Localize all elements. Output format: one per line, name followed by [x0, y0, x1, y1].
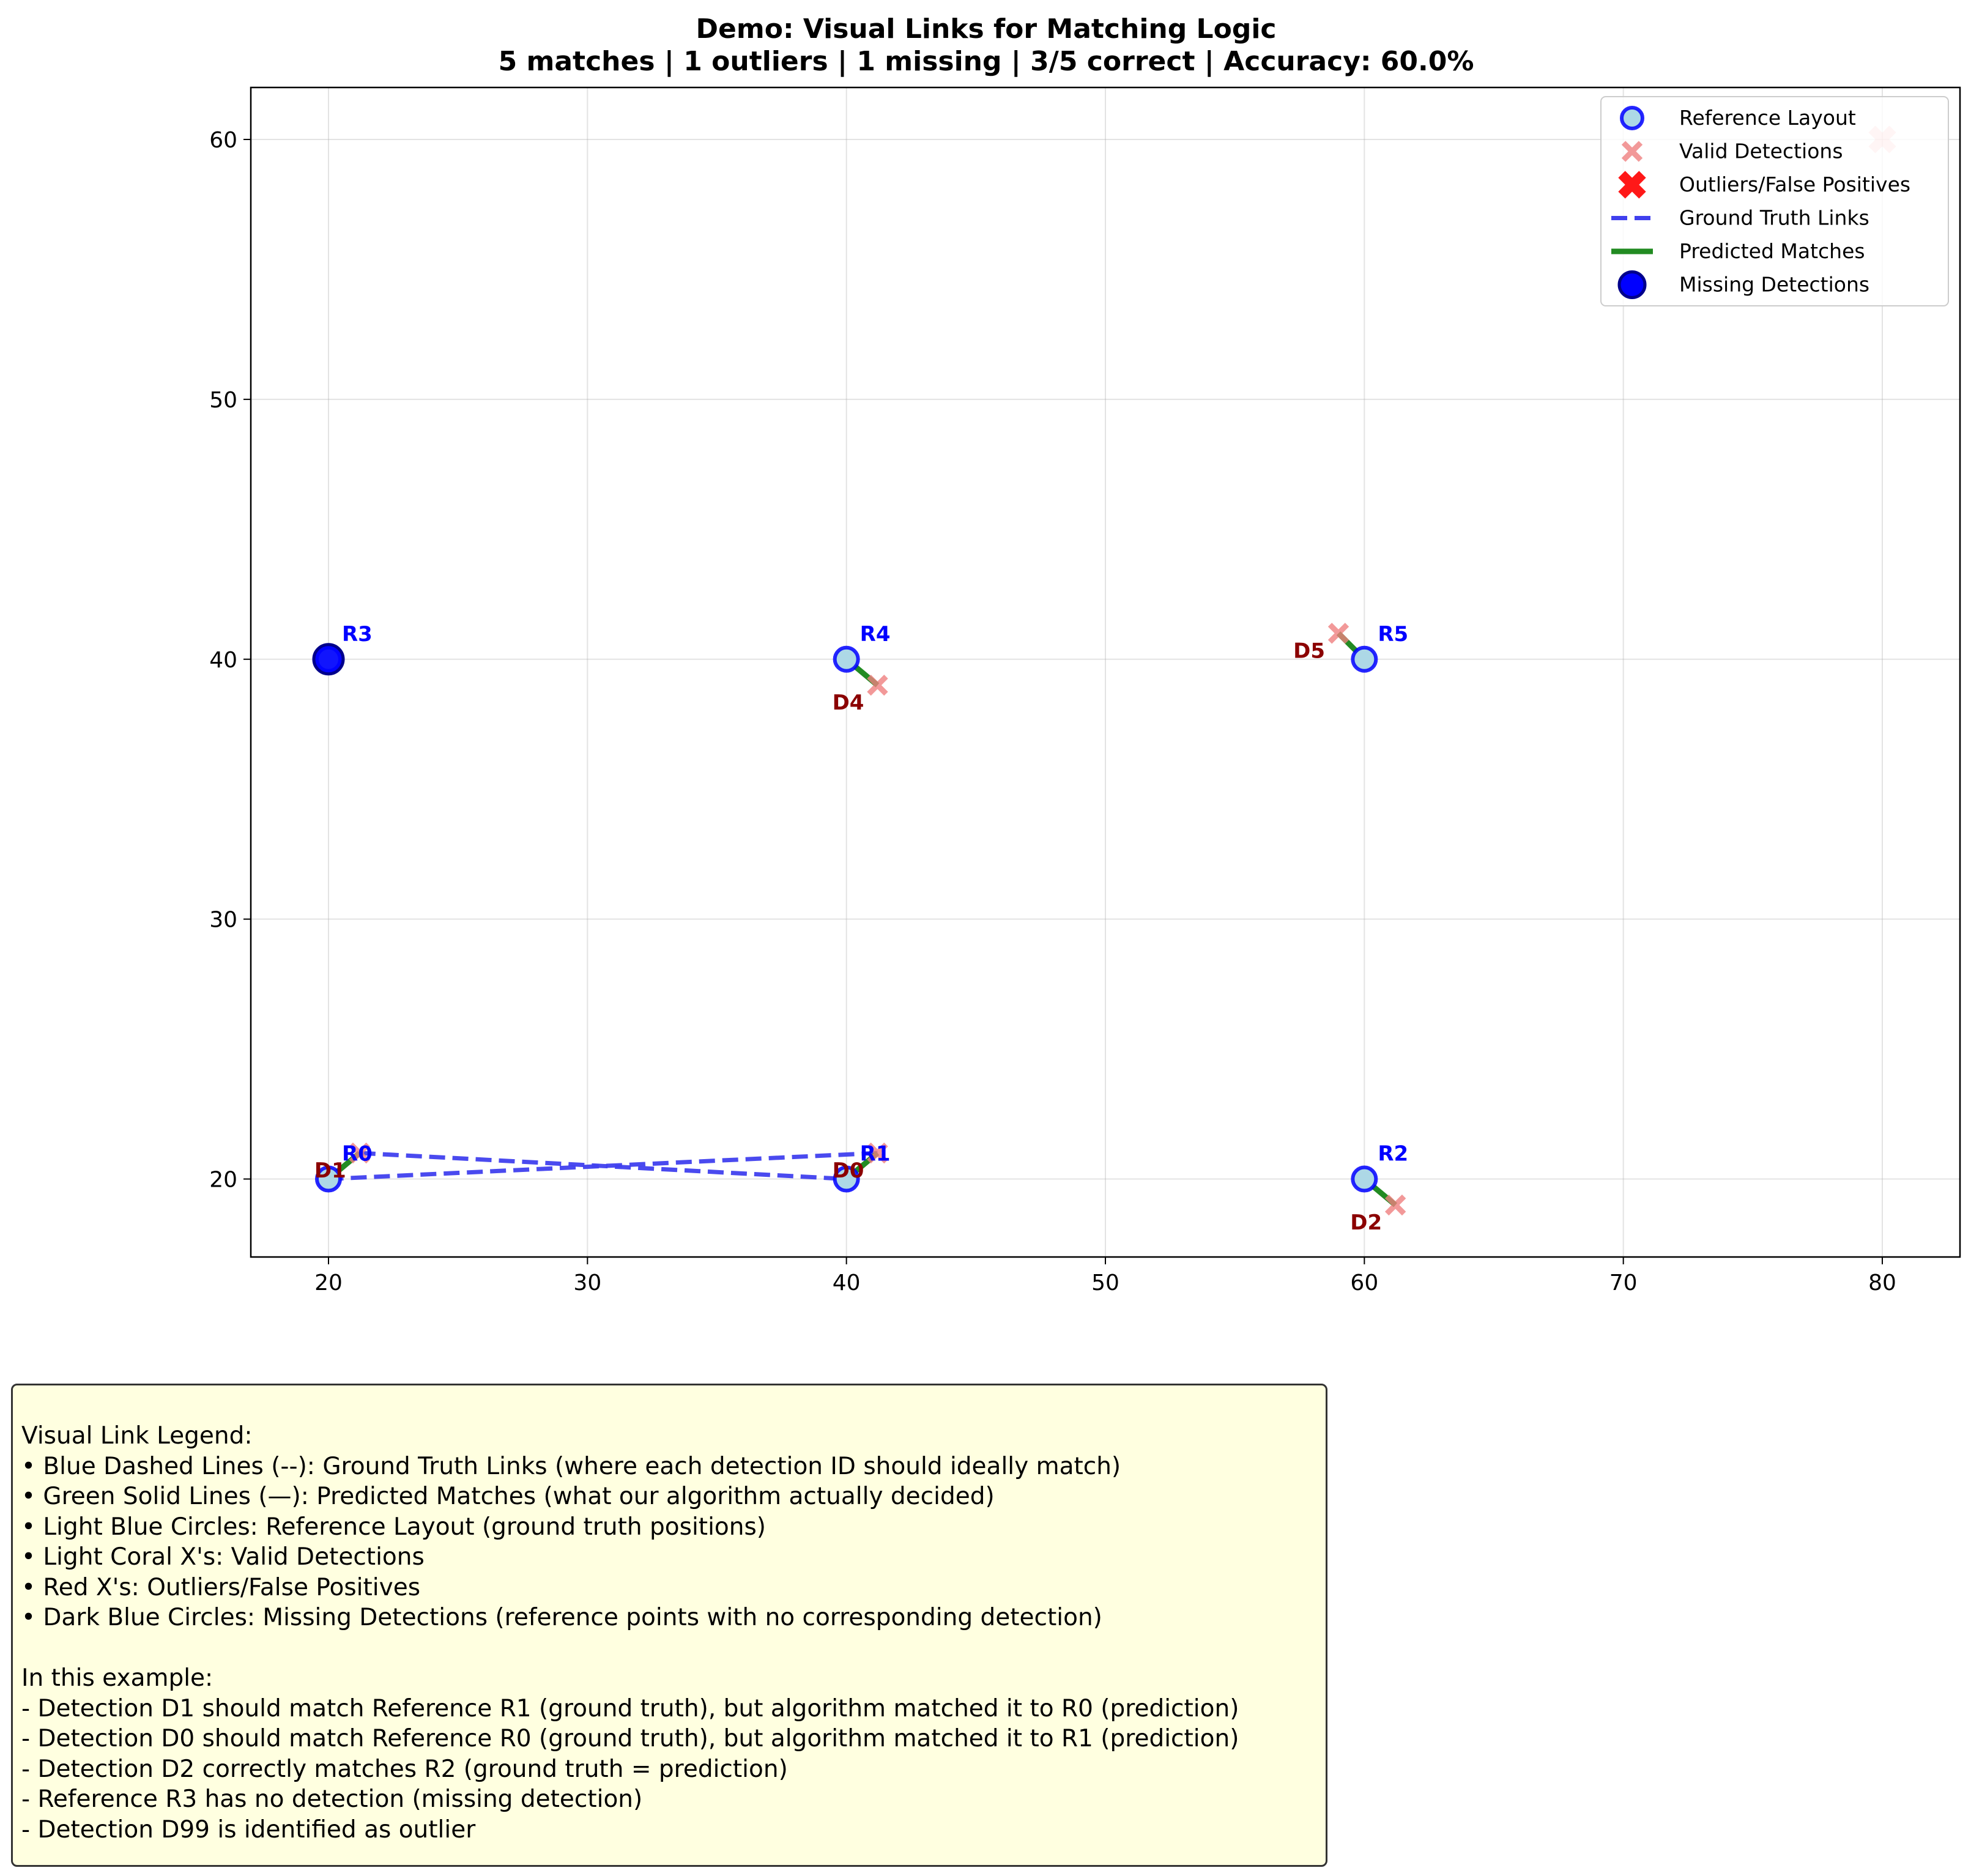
- notes-item: • Green Solid Lines (—): Predicted Match…: [21, 1483, 995, 1510]
- legend-outlier-symbol-stroke: [1618, 171, 1646, 199]
- notes-example: - Reference R3 has no detection (missing…: [21, 1785, 643, 1813]
- reference-point: [833, 1165, 860, 1193]
- legend-box: [1600, 96, 1949, 306]
- notes-item: • Dark Blue Circles: Missing Detections …: [21, 1604, 1102, 1631]
- detection-label: D5: [1293, 639, 1325, 663]
- notes-item: • Light Coral X's: Valid Detections: [21, 1543, 425, 1571]
- legend: Reference Layout Valid Detections Outliers…: [1600, 96, 1949, 306]
- valid-detection-stroke: [349, 1142, 370, 1164]
- y-tick-label: 40: [209, 648, 237, 673]
- legend-valid-symbol-stroke: [1621, 141, 1643, 162]
- axis-ticks: 20 30 40 50 60 70 80 20 30 40 50 60: [209, 128, 1896, 1296]
- notes-example: - Detection D1 should match Reference R1…: [21, 1694, 1239, 1722]
- valid-detection: [349, 1142, 370, 1164]
- reference-point: [1351, 1165, 1378, 1193]
- y-tick-label: 60: [209, 128, 237, 153]
- valid-detection-stroke: [867, 675, 888, 696]
- ground-truth-links: [328, 1151, 878, 1182]
- notes-example: - Detection D2 correctly matches R2 (gro…: [21, 1755, 788, 1783]
- y-tick-label: 30: [209, 908, 237, 933]
- reference-label: R0: [342, 1142, 373, 1166]
- chart-title: Demo: Visual Links for Matching Logic: [696, 13, 1277, 45]
- valid-detection-stroke: [867, 1142, 888, 1164]
- y-tick-label: 20: [209, 1168, 237, 1193]
- missing-detections: [312, 643, 345, 676]
- reference-point: [1351, 645, 1378, 673]
- notes-example: - Detection D0 should match Reference R0…: [21, 1725, 1239, 1752]
- valid-detection-stroke: [1384, 1194, 1406, 1216]
- detection-label: D4: [833, 691, 864, 715]
- valid-detections: [349, 623, 1406, 1216]
- x-tick-label: 80: [1868, 1270, 1896, 1296]
- valid-detection: [867, 1142, 888, 1164]
- reference-label: R4: [860, 622, 891, 647]
- notes-example-heading: In this example:: [21, 1664, 213, 1692]
- reference-point: [833, 645, 860, 673]
- x-tick-label: 40: [833, 1270, 861, 1296]
- valid-detection-stroke: [1327, 623, 1349, 644]
- valid-detection: [1384, 1194, 1406, 1216]
- valid-detection: [1327, 623, 1349, 644]
- x-tick-label: 60: [1350, 1270, 1378, 1296]
- legend-label: Predicted Matches: [1679, 239, 1865, 263]
- detection-label: D1: [314, 1159, 346, 1183]
- x-tick-label: 50: [1091, 1270, 1119, 1296]
- ground-truth-link: [359, 1151, 847, 1182]
- y-tick-label: 50: [209, 388, 237, 413]
- chart: Demo: Visual Links for Matching Logic 5 …: [209, 13, 1961, 1296]
- chart-subtitle: 5 matches | 1 outliers | 1 missing | 3/5…: [499, 46, 1474, 77]
- x-tick-label: 20: [314, 1270, 343, 1296]
- notes-example: - Detection D99 is identified as outlier: [21, 1815, 476, 1844]
- detection-label: D0: [833, 1159, 864, 1183]
- legend-valid-symbol: [1621, 141, 1643, 162]
- legend-outlier-symbol: [1618, 171, 1646, 199]
- legend-label: Outliers/False Positives: [1679, 172, 1910, 196]
- reference-label: R2: [1378, 1142, 1408, 1166]
- reference-label: R3: [342, 622, 373, 647]
- notes-item: • Blue Dashed Lines (--): Ground Truth L…: [21, 1452, 1121, 1480]
- legend-label: Missing Detections: [1679, 273, 1869, 297]
- point-labels: R0 R1 R2 R3 R4 R5 D0 D1 D2 D4 D5: [314, 622, 1408, 1235]
- notes-spacer: [21, 1633, 1317, 1664]
- legend-label: Reference Layout: [1679, 106, 1856, 130]
- legend-missing-symbol: [1617, 270, 1647, 299]
- valid-detection: [867, 675, 888, 696]
- reference-label: R5: [1378, 622, 1408, 647]
- x-tick-label: 70: [1609, 1270, 1638, 1296]
- x-tick-label: 30: [573, 1270, 601, 1296]
- legend-label: Valid Detections: [1679, 139, 1843, 163]
- missing-detection: [312, 643, 345, 676]
- notes-item: • Light Blue Circles: Reference Layout (…: [21, 1513, 766, 1541]
- reference-label: R1: [860, 1142, 891, 1166]
- notes-heading: Visual Link Legend:: [21, 1422, 253, 1450]
- legend-label: Ground Truth Links: [1679, 206, 1869, 230]
- plot-frame: [250, 86, 1961, 1258]
- reference-point: [315, 1165, 342, 1193]
- legend-reference-symbol: [1620, 106, 1644, 130]
- detection-label: D2: [1350, 1211, 1382, 1235]
- notes-item: • Red X's: Outliers/False Positives: [21, 1573, 421, 1601]
- legend-notes-box: Visual Link Legend: • Blue Dashed Lines …: [11, 1384, 1327, 1867]
